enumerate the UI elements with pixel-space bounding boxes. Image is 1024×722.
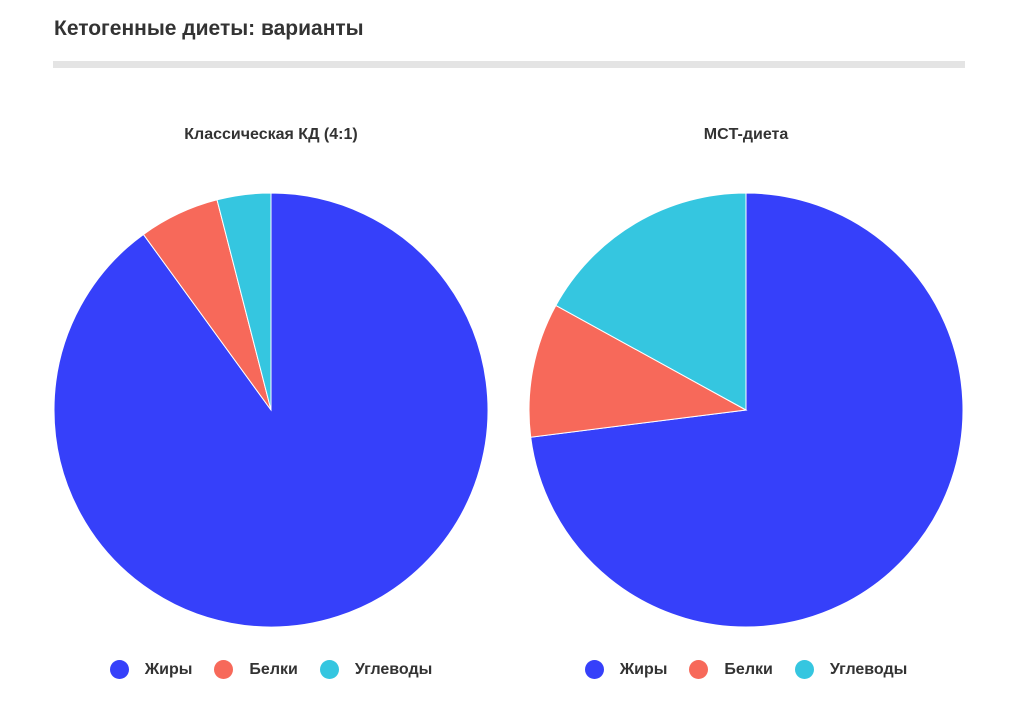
pie-slice-protein[interactable] <box>528 304 748 438</box>
title-divider <box>53 61 965 68</box>
page-title: Кетогенные диеты: варианты <box>54 17 364 40</box>
legend-item-carbs[interactable]: Углеводы <box>794 660 908 679</box>
pie-slice-carbs[interactable] <box>555 192 747 411</box>
pie-svg <box>528 192 964 628</box>
legend-item-carbs[interactable]: Углеводы <box>319 660 433 679</box>
legend-item-protein[interactable]: Белки <box>689 660 773 679</box>
chart-legend: Жиры Белки Углеводы <box>516 660 976 679</box>
legend-label-fat: Жиры <box>144 660 193 678</box>
legend-item-fat[interactable]: Жиры <box>584 660 668 679</box>
legend-marker-carbs <box>794 660 814 679</box>
legend-label-carbs: Углеводы <box>354 660 433 678</box>
legend-marker-fat <box>109 660 129 679</box>
chart-legend: Жиры Белки Углеводы <box>41 660 501 679</box>
legend-item-protein[interactable]: Белки <box>214 660 298 679</box>
legend-label-carbs: Углеводы <box>829 660 908 678</box>
pie-chart-mct: MCT-диета Жиры Белки Углеводы <box>516 110 976 722</box>
legend-marker-fat <box>584 660 604 679</box>
legend-marker-protein <box>214 660 234 679</box>
chart-title: MCT-диета <box>703 126 789 143</box>
legend-label-protein: Белки <box>249 660 298 678</box>
legend-item-fat[interactable]: Жиры <box>109 660 193 679</box>
legend-label-protein: Белки <box>724 660 773 678</box>
pie-chart-classic: Классическая КД (4:1) Жиры Белки Углевод… <box>41 110 501 722</box>
pie-svg <box>53 192 489 628</box>
pie-slice-carbs[interactable] <box>216 192 272 411</box>
chart-title: Классическая КД (4:1) <box>184 126 358 143</box>
legend-label-fat: Жиры <box>619 660 668 678</box>
legend-marker-carbs <box>319 660 339 679</box>
legend-marker-protein <box>689 660 709 679</box>
